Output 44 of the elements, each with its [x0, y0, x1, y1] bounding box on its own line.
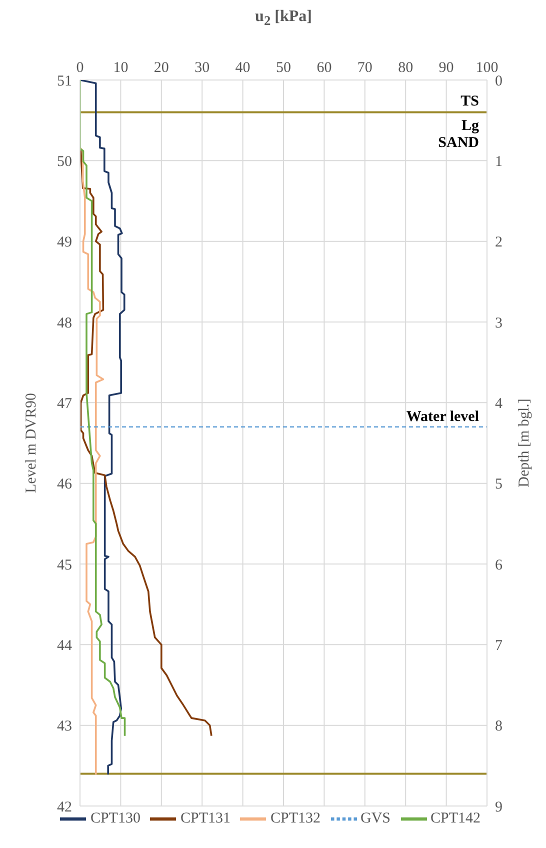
line-series — [80, 146, 104, 776]
y-tick-label: 42 — [57, 799, 72, 816]
legend-label: CPT130 — [90, 810, 140, 826]
x-tick-label: 100 — [476, 60, 498, 76]
x-tick-label: 90 — [438, 60, 454, 76]
y2-tick-label: 6 — [495, 557, 503, 574]
y2-tick-label: 3 — [495, 315, 502, 332]
legend-label: CPT131 — [180, 810, 230, 826]
x-tick-label: 80 — [398, 60, 414, 76]
annotation: Lg SAND — [438, 118, 479, 152]
x-axis-title: u$_{2}$ [kPa] — [254, 8, 313, 30]
ref-line-label: TS — [460, 93, 479, 110]
y-tick-label: 49 — [57, 234, 72, 251]
y-tick-label: 46 — [57, 476, 72, 493]
annotation: Water level — [406, 408, 479, 425]
y-tick-label: 51 — [57, 73, 72, 90]
x-tick-label: 20 — [154, 60, 169, 76]
y-tick-label: 50 — [57, 154, 72, 170]
y-axis-title: Level m DVR90 — [23, 393, 40, 493]
legend-label: CPT142 — [430, 810, 481, 826]
y2-tick-label: 8 — [495, 718, 502, 735]
x-tick-label: 40 — [235, 60, 250, 76]
legend-label: GVS — [360, 810, 391, 826]
y2-tick-label: 0 — [495, 73, 502, 90]
y2-tick-label: 4 — [495, 396, 503, 412]
y2-tick-label: 1 — [495, 154, 502, 170]
y2-tick-label: 7 — [495, 638, 503, 654]
x-tick-label: 60 — [316, 60, 332, 76]
x-tick-label: 50 — [276, 60, 291, 76]
y-tick-label: 44 — [57, 638, 72, 654]
line-series — [80, 149, 212, 737]
legend-label: CPT132 — [270, 810, 320, 826]
y-tick-label: 45 — [57, 557, 72, 574]
y-tick-label: 47 — [57, 396, 72, 412]
x-tick-label: 30 — [194, 60, 210, 76]
x-tick-label: 0 — [76, 60, 84, 76]
y2-tick-label: 9 — [495, 799, 502, 816]
y-tick-label: 48 — [57, 315, 72, 332]
y2-tick-label: 5 — [495, 476, 502, 493]
y2-tick-label: 2 — [495, 234, 502, 251]
y-tick-label: 43 — [57, 718, 72, 735]
y2-axis-title: Depth [m bgl.] — [516, 398, 532, 488]
x-tick-label: 10 — [113, 60, 128, 76]
x-tick-label: 70 — [357, 60, 372, 76]
